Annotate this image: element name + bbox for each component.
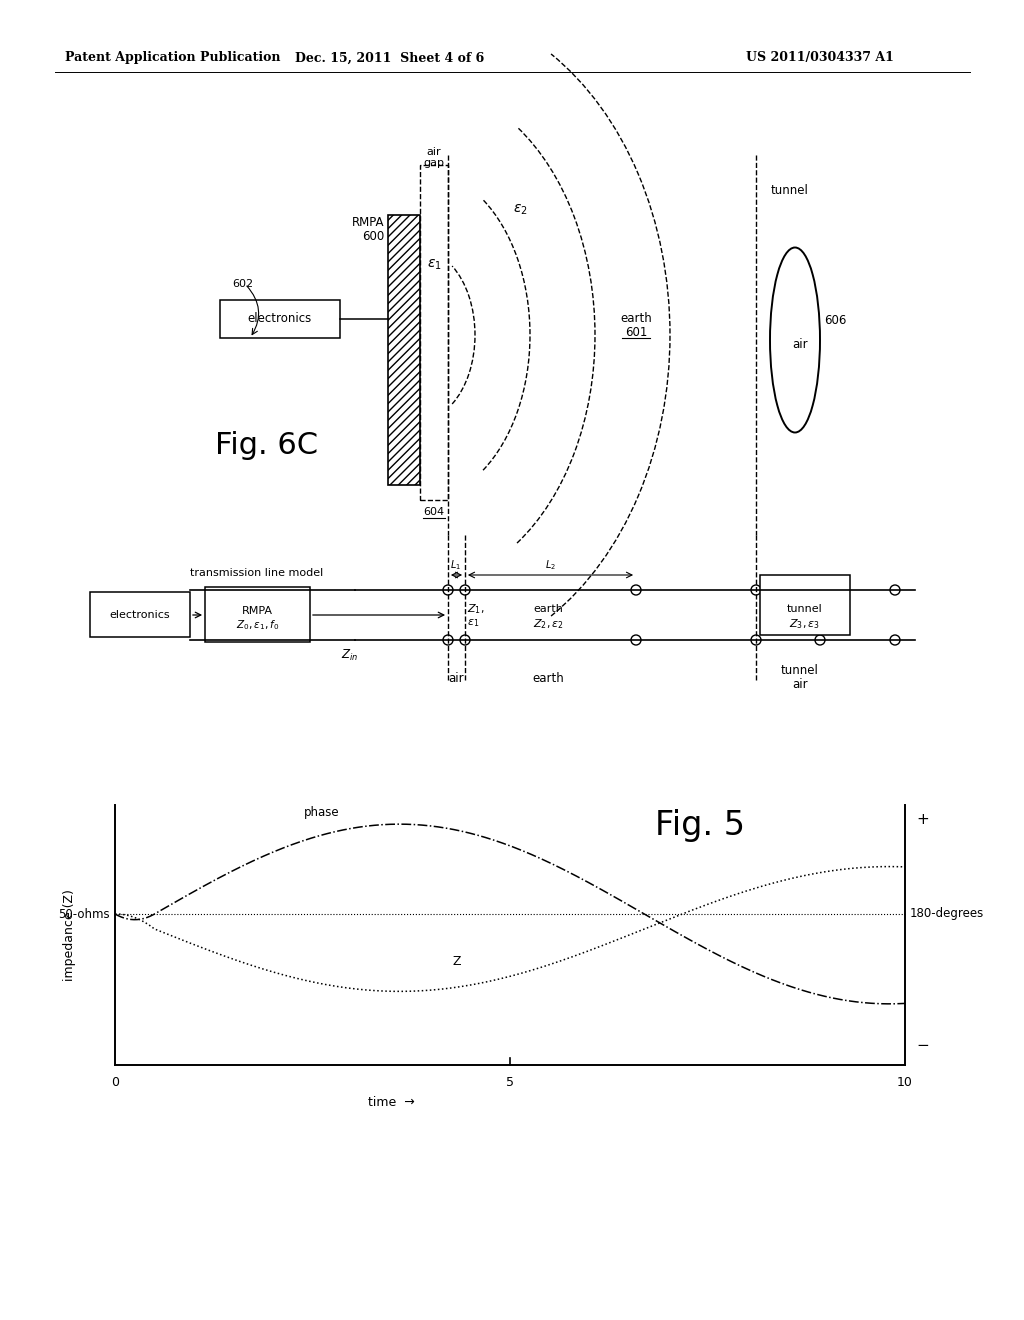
Circle shape bbox=[443, 585, 453, 595]
Circle shape bbox=[460, 585, 470, 595]
Circle shape bbox=[815, 635, 825, 645]
Text: 604: 604 bbox=[424, 507, 444, 517]
Text: RMPA: RMPA bbox=[242, 606, 273, 616]
Text: 50-ohms: 50-ohms bbox=[58, 908, 110, 920]
Text: tunnel: tunnel bbox=[781, 664, 819, 676]
Text: +: + bbox=[916, 813, 930, 828]
Text: $\varepsilon_1$: $\varepsilon_1$ bbox=[467, 618, 479, 628]
Text: 602: 602 bbox=[232, 279, 253, 289]
Bar bbox=[420, 165, 449, 500]
Text: Z: Z bbox=[453, 954, 461, 968]
Text: air: air bbox=[449, 672, 464, 685]
Circle shape bbox=[815, 585, 825, 595]
Circle shape bbox=[631, 585, 641, 595]
Circle shape bbox=[443, 635, 453, 645]
Bar bbox=[205, 587, 310, 642]
Text: RMPA: RMPA bbox=[351, 215, 384, 228]
Text: time  →: time → bbox=[368, 1097, 415, 1110]
Bar bbox=[220, 300, 340, 338]
Text: tunnel: tunnel bbox=[771, 183, 809, 197]
Text: $Z_0, \varepsilon_1, f_0$: $Z_0, \varepsilon_1, f_0$ bbox=[236, 618, 280, 632]
Text: $L_2$: $L_2$ bbox=[545, 558, 555, 572]
Text: Fig. 5: Fig. 5 bbox=[655, 808, 745, 842]
Text: air: air bbox=[427, 147, 441, 157]
Text: 601: 601 bbox=[625, 326, 647, 338]
Text: earth: earth bbox=[534, 605, 563, 614]
Text: 0: 0 bbox=[111, 1077, 119, 1089]
Text: $Z_{in}$: $Z_{in}$ bbox=[341, 647, 358, 663]
Ellipse shape bbox=[770, 248, 820, 433]
Text: air: air bbox=[793, 677, 808, 690]
Text: $\varepsilon_1$: $\varepsilon_1$ bbox=[427, 257, 441, 272]
Text: $Z_1,$: $Z_1,$ bbox=[467, 602, 484, 616]
Bar bbox=[90, 591, 190, 638]
Text: $L_1$: $L_1$ bbox=[451, 558, 462, 572]
Circle shape bbox=[890, 635, 900, 645]
Text: Patent Application Publication: Patent Application Publication bbox=[65, 51, 281, 65]
Text: $Z_3, \varepsilon_3$: $Z_3, \varepsilon_3$ bbox=[790, 618, 820, 631]
Text: phase: phase bbox=[304, 805, 340, 818]
Text: impedance (Z): impedance (Z) bbox=[63, 890, 77, 981]
Text: earth: earth bbox=[532, 672, 564, 685]
Text: tunnel: tunnel bbox=[787, 605, 823, 614]
Circle shape bbox=[751, 635, 761, 645]
Bar bbox=[760, 576, 850, 635]
Text: Dec. 15, 2011  Sheet 4 of 6: Dec. 15, 2011 Sheet 4 of 6 bbox=[295, 51, 484, 65]
Circle shape bbox=[631, 635, 641, 645]
Text: 600: 600 bbox=[361, 231, 384, 243]
Text: US 2011/0304337 A1: US 2011/0304337 A1 bbox=[746, 51, 894, 65]
Text: $\varepsilon_2$: $\varepsilon_2$ bbox=[513, 203, 527, 218]
Circle shape bbox=[751, 585, 761, 595]
Text: transmission line model: transmission line model bbox=[190, 568, 324, 578]
Text: −: − bbox=[916, 1038, 930, 1052]
Text: 10: 10 bbox=[897, 1077, 913, 1089]
Circle shape bbox=[460, 635, 470, 645]
Circle shape bbox=[890, 585, 900, 595]
Text: 606: 606 bbox=[824, 314, 846, 326]
Text: air: air bbox=[793, 338, 808, 351]
Text: 180-degrees: 180-degrees bbox=[910, 908, 984, 920]
Text: $Z_2, \varepsilon_2$: $Z_2, \varepsilon_2$ bbox=[532, 618, 563, 631]
Text: 5: 5 bbox=[506, 1077, 514, 1089]
Bar bbox=[388, 215, 420, 484]
Text: electronics: electronics bbox=[248, 313, 312, 326]
Text: earth: earth bbox=[621, 312, 652, 325]
Text: gap: gap bbox=[424, 158, 444, 168]
Text: electronics: electronics bbox=[110, 610, 170, 620]
Text: Fig. 6C: Fig. 6C bbox=[215, 430, 318, 459]
